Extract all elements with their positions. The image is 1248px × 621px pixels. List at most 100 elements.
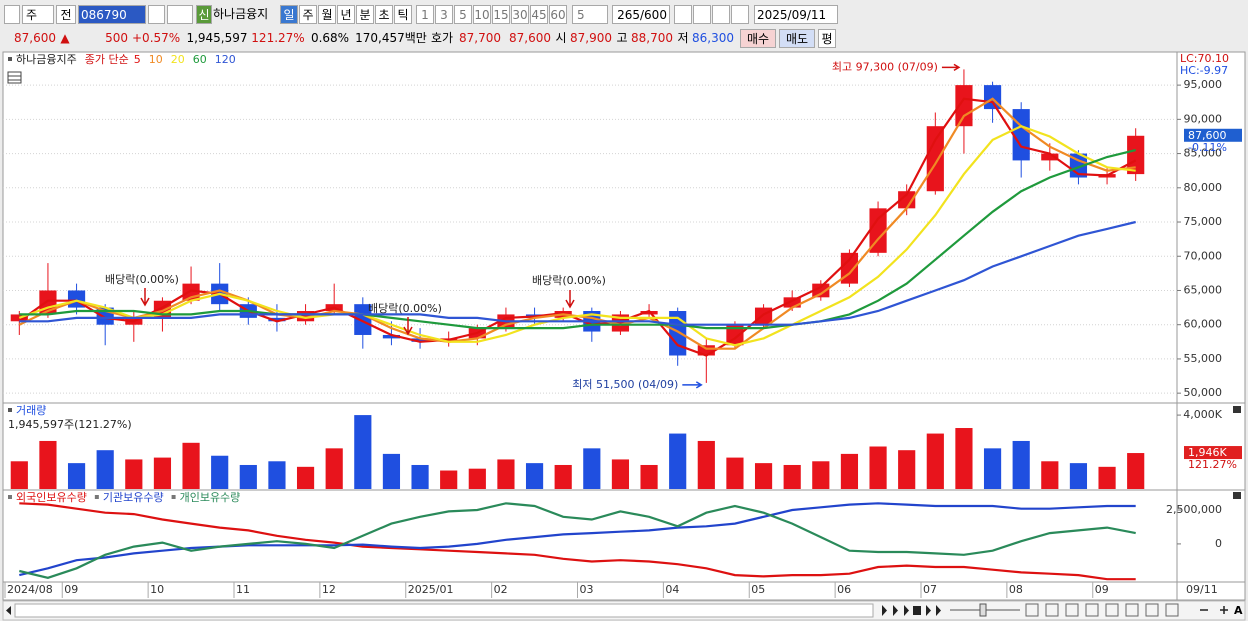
x-tick-label: 06	[837, 583, 851, 596]
sound-button[interactable]	[167, 5, 193, 24]
interval-button[interactable]: 월	[318, 5, 336, 24]
interval-button[interactable]: 분	[356, 5, 374, 24]
panel-close[interactable]	[1233, 492, 1241, 499]
tool-button[interactable]	[731, 5, 749, 24]
volume-bar	[211, 455, 229, 489]
volume-last: 1,945,597주(121.27%)	[8, 418, 132, 431]
candle-body	[898, 191, 916, 209]
scope-button[interactable]: 전	[56, 5, 76, 24]
x-tick-label: 12	[322, 583, 336, 596]
minute-button[interactable]: 60	[549, 5, 567, 24]
x-tick-label: 08	[1009, 583, 1023, 596]
minute-button[interactable]: 10	[473, 5, 491, 24]
quote-field: +0.57%	[132, 31, 180, 45]
volume-bar	[382, 453, 401, 489]
search-button[interactable]	[148, 5, 165, 24]
x-tick-label: 2025/01	[408, 583, 454, 596]
line-series	[19, 502, 1136, 581]
candle-body	[296, 311, 315, 322]
dividend-arrow	[140, 288, 150, 307]
candle-body	[268, 317, 286, 322]
legend-entry: 개인보유수량	[180, 491, 241, 504]
panel-close[interactable]	[1233, 406, 1241, 413]
minute-button[interactable]: 1	[416, 5, 434, 24]
sell-button[interactable]: 매도	[779, 29, 815, 48]
candle-body	[869, 208, 887, 253]
line-series	[18, 97, 1137, 357]
volume-bar	[296, 466, 315, 489]
volume-bar	[955, 428, 973, 489]
volume-bar	[1041, 461, 1059, 489]
volume-bar	[239, 464, 257, 489]
interval-button[interactable]: 주	[299, 5, 317, 24]
candle-body	[411, 338, 429, 342]
minute-button[interactable]: 3	[435, 5, 453, 24]
volume-bar	[554, 464, 572, 489]
credit-badge[interactable]: 신	[196, 5, 212, 24]
volume-bar	[39, 440, 57, 489]
max-count: /600	[640, 5, 670, 24]
minute-button[interactable]: 45	[530, 5, 548, 24]
volume-bar	[10, 461, 28, 489]
x-tick-label: 04	[665, 583, 679, 596]
interval-button[interactable]: 년	[337, 5, 355, 24]
legend-entry: 10	[149, 53, 163, 66]
last-price-box	[1184, 128, 1242, 142]
tool-button[interactable]	[674, 5, 692, 24]
interval-button[interactable]: 일	[280, 5, 298, 24]
quote-field: 87,900	[570, 31, 612, 45]
table-icon[interactable]	[7, 71, 22, 84]
a-icon[interactable]: A	[1234, 604, 1243, 617]
buy-button[interactable]: 매수	[740, 29, 776, 48]
up-arrow: ▲	[60, 31, 70, 45]
quote-field: 0.68%	[310, 31, 350, 45]
candle-body	[955, 85, 973, 127]
y-tick-label: 85,000	[1184, 147, 1223, 160]
ma-label: 종가 단순	[85, 53, 129, 66]
avg-button[interactable]: 평	[818, 29, 836, 48]
volume-bar	[268, 461, 286, 489]
volume-bar	[96, 450, 114, 489]
period-select[interactable]: 주	[22, 5, 54, 24]
dividend-label: 배당락(0.00%)	[368, 302, 442, 315]
volume-bar	[983, 448, 1002, 489]
y-tick-label: 90,000	[1184, 112, 1223, 125]
minute-button[interactable]: 5	[454, 5, 472, 24]
candle-body	[812, 283, 830, 298]
interval-button[interactable]: 초	[375, 5, 393, 24]
candle-body	[1127, 135, 1145, 175]
date-input[interactable]: 2025/09/11	[754, 5, 838, 24]
candle-body	[697, 345, 715, 356]
volume-bar	[1012, 440, 1030, 489]
menu-icon[interactable]	[4, 5, 20, 24]
unit-select[interactable]: 5	[572, 5, 608, 24]
candle-body	[640, 311, 658, 315]
zoom-buttons[interactable]	[1200, 606, 1228, 614]
tool-button[interactable]	[712, 5, 730, 24]
minute-button[interactable]: 15	[492, 5, 510, 24]
tool-button[interactable]	[693, 5, 711, 24]
scrollbar[interactable]	[14, 603, 874, 618]
y-tick-label: 80,000	[1184, 181, 1223, 194]
scroll-left[interactable]	[6, 606, 11, 615]
x-tick-label: 02	[494, 583, 508, 596]
candle-body	[926, 126, 944, 192]
stop-button[interactable]	[913, 606, 921, 615]
candle-body	[754, 307, 773, 325]
scroll-controls[interactable]	[882, 605, 941, 616]
zoom-thumb[interactable]	[979, 603, 987, 617]
minute-button[interactable]: 30	[511, 5, 529, 24]
code-input[interactable]: 086790	[78, 5, 146, 24]
x-tick-label: 05	[751, 583, 765, 596]
quote-field: 500	[105, 31, 128, 45]
count-input[interactable]: 265	[612, 5, 640, 24]
y-tick-label: 95,000	[1184, 78, 1223, 91]
interval-button[interactable]: 틱	[394, 5, 412, 24]
high-label: 최고 97,300 (07/09)	[832, 60, 938, 73]
tool-icons[interactable]	[1025, 603, 1179, 617]
volume-bar	[669, 433, 687, 489]
candle-body	[354, 304, 372, 335]
y-tick-label: 60,000	[1184, 318, 1223, 331]
legend-marker	[8, 495, 12, 499]
